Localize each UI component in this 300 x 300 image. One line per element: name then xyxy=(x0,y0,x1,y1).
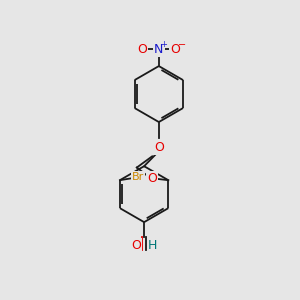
Text: N: N xyxy=(154,43,164,56)
Text: O: O xyxy=(147,172,157,185)
Text: O: O xyxy=(137,43,147,56)
Text: −: − xyxy=(178,40,186,50)
Text: +: + xyxy=(160,40,167,50)
Text: O: O xyxy=(131,238,141,252)
Text: O: O xyxy=(170,43,180,56)
Text: H: H xyxy=(148,238,157,252)
Text: Br: Br xyxy=(131,172,144,182)
Text: O: O xyxy=(154,141,164,154)
